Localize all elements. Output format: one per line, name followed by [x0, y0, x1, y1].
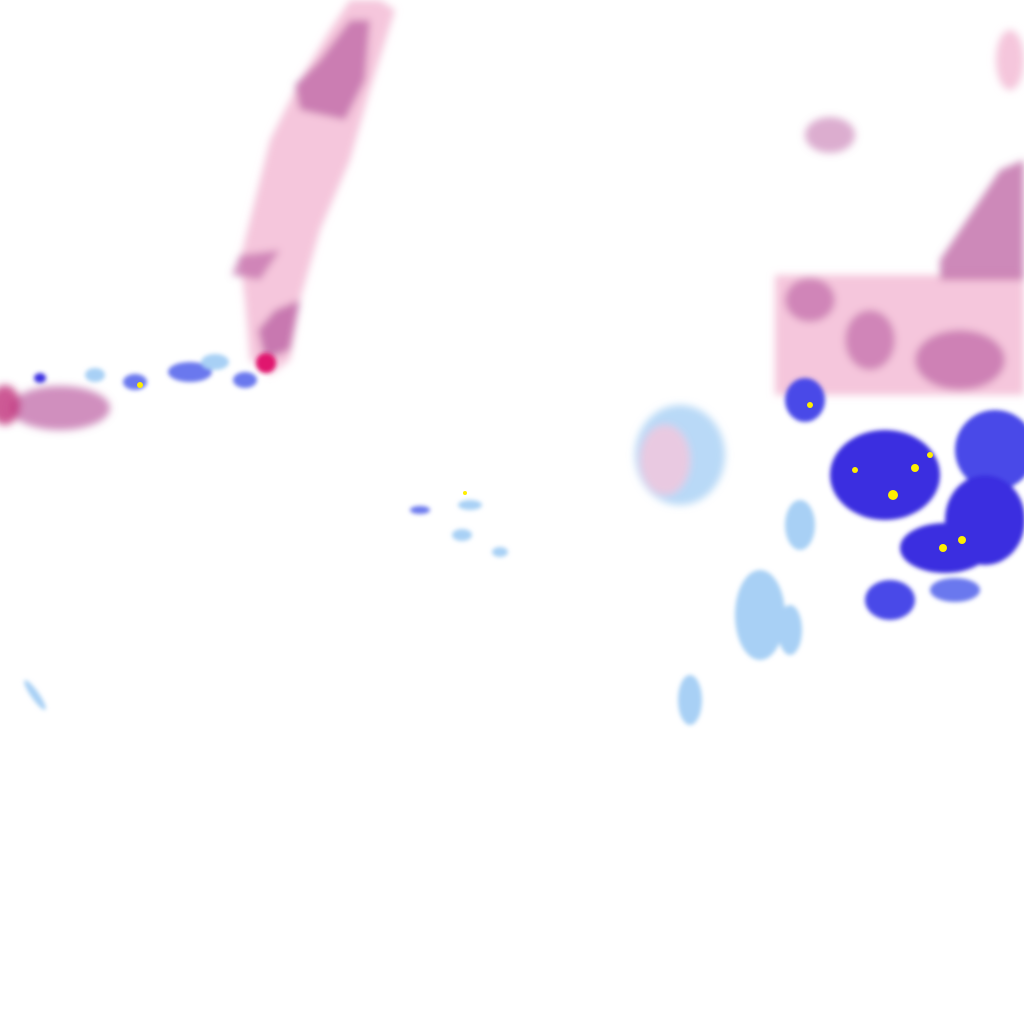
snow-area-northeast [635, 30, 1024, 505]
snow-heavy-cell [256, 353, 276, 373]
rain-band-west [24, 354, 508, 710]
snow-band-northwest [0, 0, 395, 430]
extreme-cells [137, 382, 966, 552]
